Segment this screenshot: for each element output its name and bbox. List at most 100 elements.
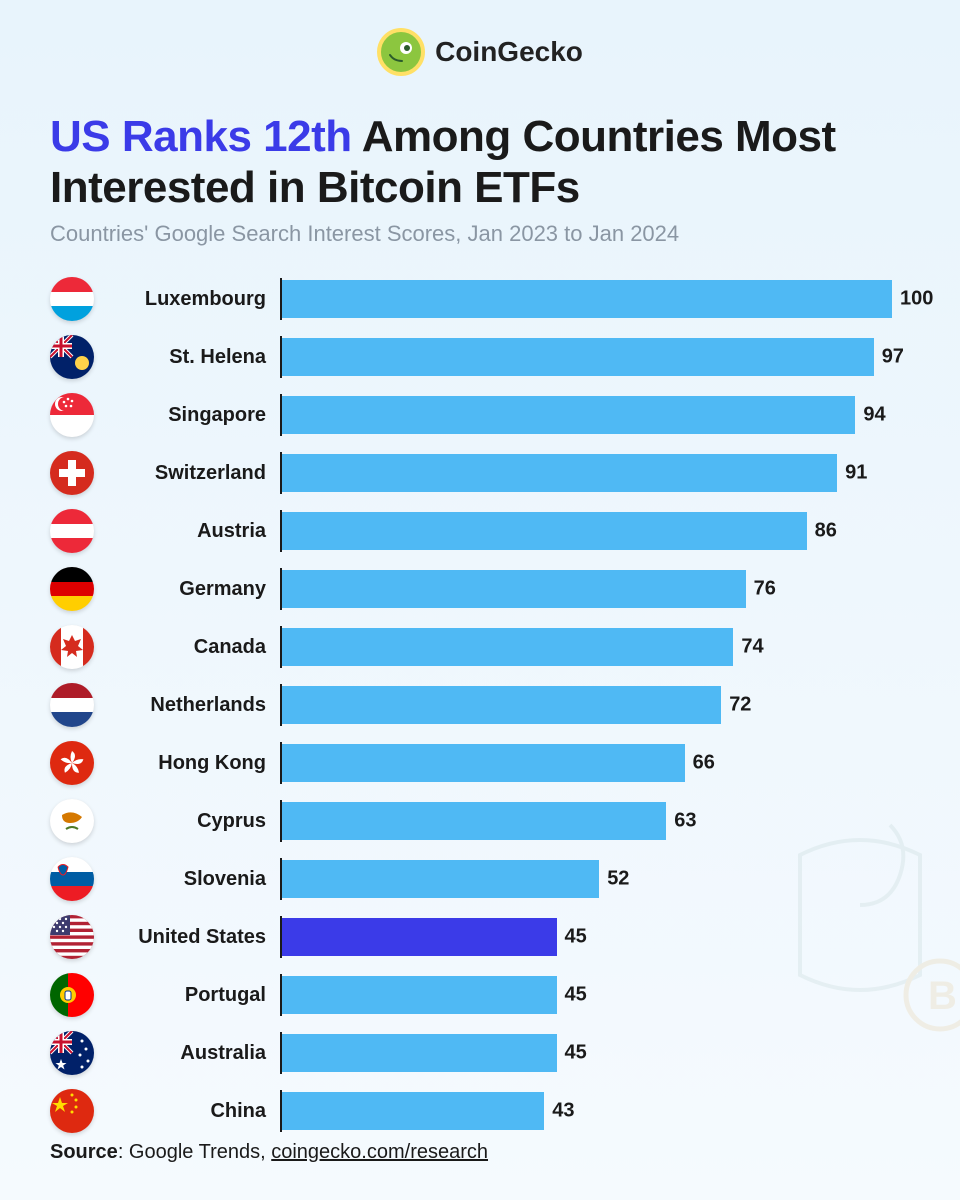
country-label: Hong Kong (108, 752, 280, 775)
content-area: US Ranks 12th Among Countries Most Inter… (0, 86, 960, 1137)
flag-icon (50, 277, 94, 321)
bar (282, 1092, 544, 1130)
chart-row: Luxembourg100 (50, 273, 910, 325)
flag-icon (50, 625, 94, 669)
bar-value: 45 (557, 1042, 587, 1065)
bar-area: 72 (280, 684, 910, 726)
country-label: Slovenia (108, 868, 280, 891)
bar (282, 1034, 557, 1072)
bar-area: 91 (280, 452, 910, 494)
country-label: Cyprus (108, 810, 280, 833)
country-label: Luxembourg (108, 288, 280, 311)
chart-row: Netherlands 72 (50, 679, 910, 731)
bar (282, 744, 685, 782)
bar-area: 45 (280, 1032, 910, 1074)
country-label: Switzerland (108, 462, 280, 485)
country-label: Canada (108, 636, 280, 659)
brand-header: CoinGecko (0, 0, 960, 86)
chart-subtitle: Countries' Google Search Interest Scores… (50, 221, 910, 247)
bar-value: 91 (837, 462, 867, 485)
chart-title: US Ranks 12th Among Countries Most Inter… (50, 112, 910, 213)
bar (282, 802, 666, 840)
chart-row: Switzerland 91 (50, 447, 910, 499)
bar-area: 52 (280, 858, 910, 900)
bar-value: 72 (721, 694, 751, 717)
chart-row: China 43 (50, 1085, 910, 1137)
bar-area: 100 (280, 278, 910, 320)
bar-area: 94 (280, 394, 910, 436)
bar-value: 43 (544, 1100, 574, 1123)
bar (282, 976, 557, 1014)
bar-value: 45 (557, 926, 587, 949)
source-text: : Google Trends, (118, 1141, 271, 1163)
bar-area: 76 (280, 568, 910, 610)
country-label: Australia (108, 1042, 280, 1065)
source-link: coingecko.com/research (271, 1141, 488, 1163)
flag-icon (50, 451, 94, 495)
country-label: St. Helena (108, 346, 280, 369)
bar (282, 918, 557, 956)
bar (282, 512, 807, 550)
source-citation: Source: Google Trends, coingecko.com/res… (50, 1141, 488, 1164)
chart-row: Australia 45 (50, 1027, 910, 1079)
bar-area: 63 (280, 800, 910, 842)
bar (282, 628, 733, 666)
flag-icon (50, 335, 94, 379)
flag-icon (50, 973, 94, 1017)
bar-area: 43 (280, 1090, 910, 1132)
bar (282, 280, 892, 318)
country-label: Netherlands (108, 694, 280, 717)
bar-value: 74 (733, 636, 763, 659)
coingecko-logo-icon (377, 28, 425, 76)
bar-chart: Luxembourg100 St. Helena 97 Singapore 94 Swit… (50, 273, 910, 1137)
chart-row: Hong Kong 66 (50, 737, 910, 789)
bar-value: 94 (855, 404, 885, 427)
chart-row: Singapore 94 (50, 389, 910, 441)
bar (282, 860, 599, 898)
flag-icon (50, 683, 94, 727)
bar-value: 63 (666, 810, 696, 833)
bar-value: 66 (685, 752, 715, 775)
flag-icon (50, 857, 94, 901)
bar-value: 100 (892, 288, 933, 311)
chart-row: Germany 76 (50, 563, 910, 615)
flag-icon (50, 509, 94, 553)
bar-value: 86 (807, 520, 837, 543)
bar-area: 45 (280, 974, 910, 1016)
chart-row: Austria86 (50, 505, 910, 557)
flag-icon (50, 915, 94, 959)
country-label: Germany (108, 578, 280, 601)
bar-value: 45 (557, 984, 587, 1007)
flag-icon (50, 393, 94, 437)
bar-area: 66 (280, 742, 910, 784)
flag-icon (50, 567, 94, 611)
country-label: Portugal (108, 984, 280, 1007)
bar-area: 97 (280, 336, 910, 378)
flag-icon (50, 799, 94, 843)
chart-row: Cyprus 63 (50, 795, 910, 847)
flag-icon (50, 1089, 94, 1133)
country-label: China (108, 1100, 280, 1123)
country-label: Singapore (108, 404, 280, 427)
bar-value: 52 (599, 868, 629, 891)
bar-area: 86 (280, 510, 910, 552)
chart-row: Portugal 45 (50, 969, 910, 1021)
bar-area: 74 (280, 626, 910, 668)
bar (282, 686, 721, 724)
brand-name: CoinGecko (435, 36, 583, 68)
chart-row: United States 45 (50, 911, 910, 963)
chart-row: Canada 74 (50, 621, 910, 673)
flag-icon (50, 1031, 94, 1075)
bar (282, 338, 874, 376)
flag-icon (50, 741, 94, 785)
country-label: United States (108, 926, 280, 949)
bar (282, 454, 837, 492)
chart-row: St. Helena 97 (50, 331, 910, 383)
bar (282, 396, 855, 434)
source-label: Source (50, 1141, 118, 1163)
chart-row: Slovenia 52 (50, 853, 910, 905)
bar (282, 570, 746, 608)
bar-value: 76 (746, 578, 776, 601)
bar-area: 45 (280, 916, 910, 958)
bar-value: 97 (874, 346, 904, 369)
